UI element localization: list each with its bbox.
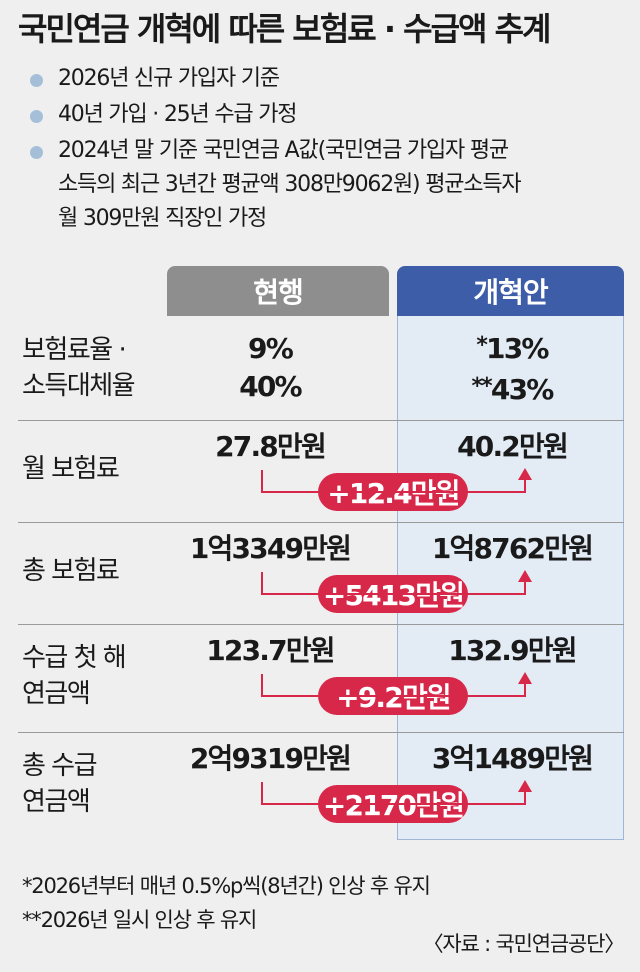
- assumption-line: 월 309만원 직장인 가정: [58, 206, 267, 231]
- row-label-line: 소득대체율: [22, 371, 136, 401]
- footnote-marker: *: [476, 333, 487, 358]
- current-value-line: 1억3349만원: [189, 532, 352, 565]
- row-label: 월 보험료: [22, 451, 120, 487]
- current-value: 123.7만원: [160, 632, 380, 670]
- reform-value: 3억1489만원: [400, 740, 624, 778]
- assumption-list: 2026년 신규 가입자 기준 40년 가입 · 25년 수급 가정 2024년…: [30, 62, 630, 238]
- row-divider: [18, 732, 624, 733]
- assumption-item: 2026년 신규 가입자 기준: [30, 62, 630, 96]
- row-divider: [18, 624, 624, 625]
- reform-value: 40.2만원: [400, 428, 624, 466]
- increase-connector-line: [261, 572, 526, 595]
- arrow-up-icon: [518, 780, 532, 792]
- source-note: 〈자료 : 국민연금공단〉: [422, 932, 626, 956]
- increase-connector-line: [261, 782, 526, 805]
- current-column-header: 현행: [167, 266, 389, 316]
- reform-value: 132.9만원: [400, 632, 624, 670]
- reform-value-line: 43%: [490, 373, 554, 406]
- row-label-line: 수급 첫 해: [22, 643, 127, 673]
- row-divider: [18, 420, 624, 421]
- row-label-line: 연금액: [22, 787, 91, 817]
- current-value-line: 123.7만원: [206, 634, 335, 667]
- current-value: 27.8만원: [160, 428, 380, 466]
- assumption-item: 2024년 말 기준 국민연금 A값(국민연금 가입자 평균 소득의 최근 3년…: [30, 134, 630, 236]
- infographic-title: 국민연금 개혁에 따른 보험료 · 수급액 추계: [18, 10, 551, 48]
- reform-value-line: 40.2만원: [457, 430, 569, 463]
- current-value-line: 9%: [248, 332, 294, 365]
- row-label-line: 총 보험료: [22, 556, 120, 586]
- row-label-line: 연금액: [22, 679, 91, 709]
- reform-value: *13% **43%: [400, 330, 624, 412]
- footnote-first: *2026년부터 매년 0.5%p씩(8년간) 인상 후 유지: [22, 874, 431, 898]
- arrow-up-icon: [518, 570, 532, 582]
- current-value-line: 2억9319만원: [189, 742, 352, 775]
- current-value: 1억3349만원: [160, 530, 380, 568]
- row-label-line: 보험료율 ·: [22, 335, 127, 365]
- assumption-item: 40년 가입 · 25년 수급 가정: [30, 98, 630, 132]
- reform-value: 1억8762만원: [400, 530, 624, 568]
- reform-value-line: 132.9만원: [448, 634, 577, 667]
- assumption-line: 2024년 말 기준 국민연금 A값(국민연금 가입자 평균: [58, 138, 509, 163]
- arrow-up-icon: [518, 468, 532, 480]
- row-divider: [18, 522, 624, 523]
- arrow-up-icon: [518, 672, 532, 684]
- reform-value-line: 1억8762만원: [431, 532, 594, 565]
- row-label: 보험료율 · 소득대체율: [22, 332, 136, 404]
- current-value-line: 40%: [239, 370, 302, 403]
- current-value: 2억9319만원: [160, 740, 380, 778]
- reform-value-line: 3억1489만원: [431, 742, 594, 775]
- increase-connector-line: [261, 470, 526, 493]
- current-value: 9% 40%: [160, 330, 380, 406]
- reform-value-line: 13%: [486, 332, 549, 365]
- footnote-second: **2026년 일시 인상 후 유지: [22, 908, 257, 932]
- row-label-line: 총 수급: [22, 751, 98, 781]
- row-label-line: 월 보험료: [22, 454, 120, 484]
- assumption-line: 소득의 최근 3년간 평균액 308만9062원) 평균소득자: [58, 172, 522, 197]
- row-label: 총 보험료: [22, 553, 120, 589]
- reform-column-header: 개혁안: [397, 266, 624, 316]
- footnote-marker: **: [471, 374, 492, 399]
- current-value-line: 27.8만원: [215, 430, 327, 463]
- increase-connector-line: [261, 674, 526, 697]
